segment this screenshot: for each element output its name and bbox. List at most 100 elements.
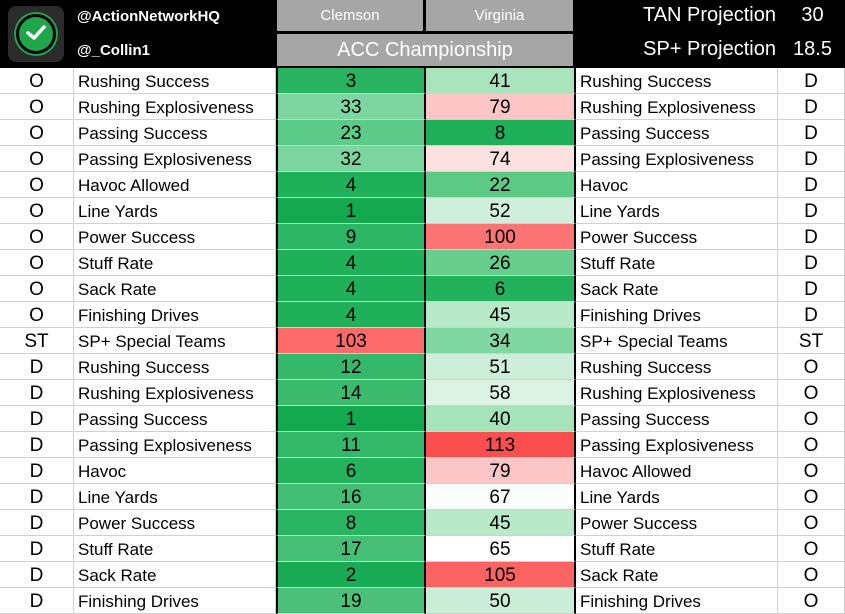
side-b-cell: O [778,354,845,380]
table-row: O Finishing Drives 4 45 Finishing Drives D [0,302,845,328]
side-b-cell: O [778,458,845,484]
team-a-rank: 9 [276,224,426,250]
stat-label-b: Finishing Drives [576,588,778,614]
table-row: O Havoc Allowed 4 22 Havoc D [0,172,845,198]
team-a-rank: 4 [276,172,426,198]
side-a-cell: D [0,484,74,510]
side-a-cell: D [0,406,74,432]
projection-label: SP+ Projection [643,38,776,60]
team-b-rank: 67 [426,484,576,510]
stat-label-b: Sack Rate [576,276,778,302]
side-b-cell: D [778,94,845,120]
team-b-rank: 79 [426,94,576,120]
stat-label-a: Sack Rate [74,276,276,302]
team-a-rank: 16 [276,484,426,510]
header-bar: @ActionNetworkHQ @_Collin1 Clemson Virgi… [0,0,845,68]
side-b-cell: D [778,172,845,198]
table-row: O Stuff Rate 4 26 Stuff Rate D [0,250,845,276]
side-b-cell: O [778,536,845,562]
stat-label-b: Passing Explosiveness [576,432,778,458]
team-a-rank: 19 [276,588,426,614]
team-b-rank: 58 [426,380,576,406]
table-row: O Rushing Success 3 41 Rushing Success D [0,68,845,94]
team-b-rank: 105 [426,562,576,588]
stat-label-a: Finishing Drives [74,302,276,328]
stat-label-a: Rushing Explosiveness [74,94,276,120]
side-b-cell: O [778,380,845,406]
side-a-cell: D [0,510,74,536]
team-b-rank: 65 [426,536,576,562]
stat-label-a: Rushing Success [74,68,276,94]
projection-value: 18.5 [793,38,832,60]
table-row: D Line Yards 16 67 Line Yards O [0,484,845,510]
table-row: D Rushing Explosiveness 14 58 Rushing Explos… [0,380,845,406]
side-a-cell: D [0,380,74,406]
stat-label-a: Sack Rate [74,562,276,588]
stat-label-b: Rushing Success [576,68,778,94]
stat-label-b: Rushing Explosiveness [576,380,778,406]
team-a-rank: 2 [276,562,426,588]
team-b-rank: 41 [426,68,576,94]
stat-label-b: Finishing Drives [576,302,778,328]
stat-label-a: Line Yards [74,198,276,224]
stat-label-a: Passing Success [74,406,276,432]
side-a-cell: D [0,562,74,588]
side-a-cell: O [0,250,74,276]
stats-grid: O Rushing Success 3 41 Rushing Success D O Rush… [0,68,845,614]
table-row: D Stuff Rate 17 65 Stuff Rate O [0,536,845,562]
stat-label-a: SP+ Special Teams [74,328,276,354]
side-b-cell: O [778,510,845,536]
team-a-rank: 4 [276,250,426,276]
side-a-cell: O [0,302,74,328]
team-b-rank: 50 [426,588,576,614]
side-a-cell: O [0,172,74,198]
table-row: D Power Success 8 45 Power Success O [0,510,845,536]
team-a-rank: 4 [276,276,426,302]
table-row: O Rushing Explosiveness 33 79 Rushing Explos… [0,94,845,120]
table-row: O Power Success 9 100 Power Success D [0,224,845,250]
side-a-cell: D [0,588,74,614]
stat-label-b: Rushing Explosiveness [576,94,778,120]
team-a-rank: 1 [276,198,426,224]
team-a-rank: 4 [276,302,426,328]
team-b-rank: 45 [426,302,576,328]
handle-bottom: @_Collin1 [77,42,150,59]
team-b-rank: 22 [426,172,576,198]
stat-label-b: Line Yards [576,484,778,510]
team-a-rank: 11 [276,432,426,458]
stat-label-b: Havoc [576,172,778,198]
stat-label-a: Havoc [74,458,276,484]
team-a-rank: 33 [276,94,426,120]
team-a-rank: 6 [276,458,426,484]
table-row: O Passing Success 23 8 Passing Success D [0,120,845,146]
stat-label-b: Passing Success [576,120,778,146]
team-b-rank: 6 [426,276,576,302]
side-b-cell: D [778,224,845,250]
stat-label-a: Passing Explosiveness [74,146,276,172]
stat-label-a: Passing Explosiveness [74,432,276,458]
stat-label-b: Sack Rate [576,562,778,588]
stat-label-b: Stuff Rate [576,536,778,562]
side-a-cell: O [0,68,74,94]
side-a-cell: O [0,276,74,302]
side-b-cell: D [778,120,845,146]
table-row: D Finishing Drives 19 50 Finishing Drives O [0,588,845,614]
stat-label-b: Power Success [576,224,778,250]
team-a-rank: 14 [276,380,426,406]
stat-label-a: Havoc Allowed [74,172,276,198]
side-a-cell: ST [0,328,74,354]
side-b-cell: O [778,406,845,432]
stat-label-a: Power Success [74,224,276,250]
team-b-rank: 74 [426,146,576,172]
table-row: O Line Yards 1 52 Line Yards D [0,198,845,224]
table-row: D Passing Explosiveness 11 113 Passing Explo… [0,432,845,458]
stat-label-b: Line Yards [576,198,778,224]
stat-label-a: Line Yards [74,484,276,510]
side-b-cell: O [778,484,845,510]
stat-label-a: Rushing Explosiveness [74,380,276,406]
projection-value: 30 [801,4,824,26]
stat-label-a: Finishing Drives [74,588,276,614]
side-b-cell: D [778,146,845,172]
side-b-cell: D [778,250,845,276]
stat-label-b: Power Success [576,510,778,536]
